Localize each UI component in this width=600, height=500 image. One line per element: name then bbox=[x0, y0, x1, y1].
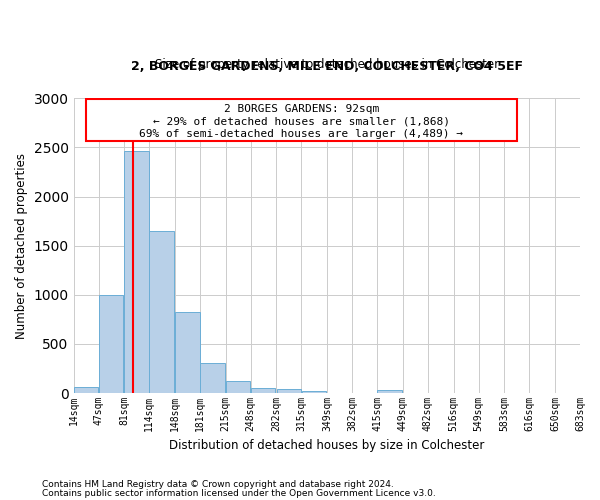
Bar bbox=[200, 363, 225, 393]
Bar bbox=[277, 388, 301, 393]
X-axis label: Distribution of detached houses by size in Colchester: Distribution of detached houses by size … bbox=[169, 440, 484, 452]
FancyBboxPatch shape bbox=[86, 99, 517, 142]
Bar bbox=[149, 231, 174, 393]
Bar bbox=[377, 390, 402, 393]
Bar bbox=[175, 312, 200, 393]
Bar bbox=[302, 391, 326, 393]
Bar bbox=[251, 388, 275, 393]
Title: Size of property relative to detached houses in Colchester: Size of property relative to detached ho… bbox=[155, 58, 499, 70]
Text: 2 BORGES GARDENS: 92sqm: 2 BORGES GARDENS: 92sqm bbox=[224, 104, 379, 114]
Text: Contains public sector information licensed under the Open Government Licence v3: Contains public sector information licen… bbox=[42, 489, 436, 498]
Bar bbox=[74, 387, 98, 393]
Text: Contains HM Land Registry data © Crown copyright and database right 2024.: Contains HM Land Registry data © Crown c… bbox=[42, 480, 394, 489]
Text: ← 29% of detached houses are smaller (1,868): ← 29% of detached houses are smaller (1,… bbox=[153, 116, 450, 126]
Text: 69% of semi-detached houses are larger (4,489) →: 69% of semi-detached houses are larger (… bbox=[139, 129, 463, 139]
Bar bbox=[226, 381, 250, 393]
Text: 2, BORGES GARDENS, MILE END, COLCHESTER, CO4 5EF: 2, BORGES GARDENS, MILE END, COLCHESTER,… bbox=[131, 60, 523, 73]
Bar bbox=[124, 152, 149, 393]
Y-axis label: Number of detached properties: Number of detached properties bbox=[15, 152, 28, 338]
Bar bbox=[99, 295, 124, 393]
